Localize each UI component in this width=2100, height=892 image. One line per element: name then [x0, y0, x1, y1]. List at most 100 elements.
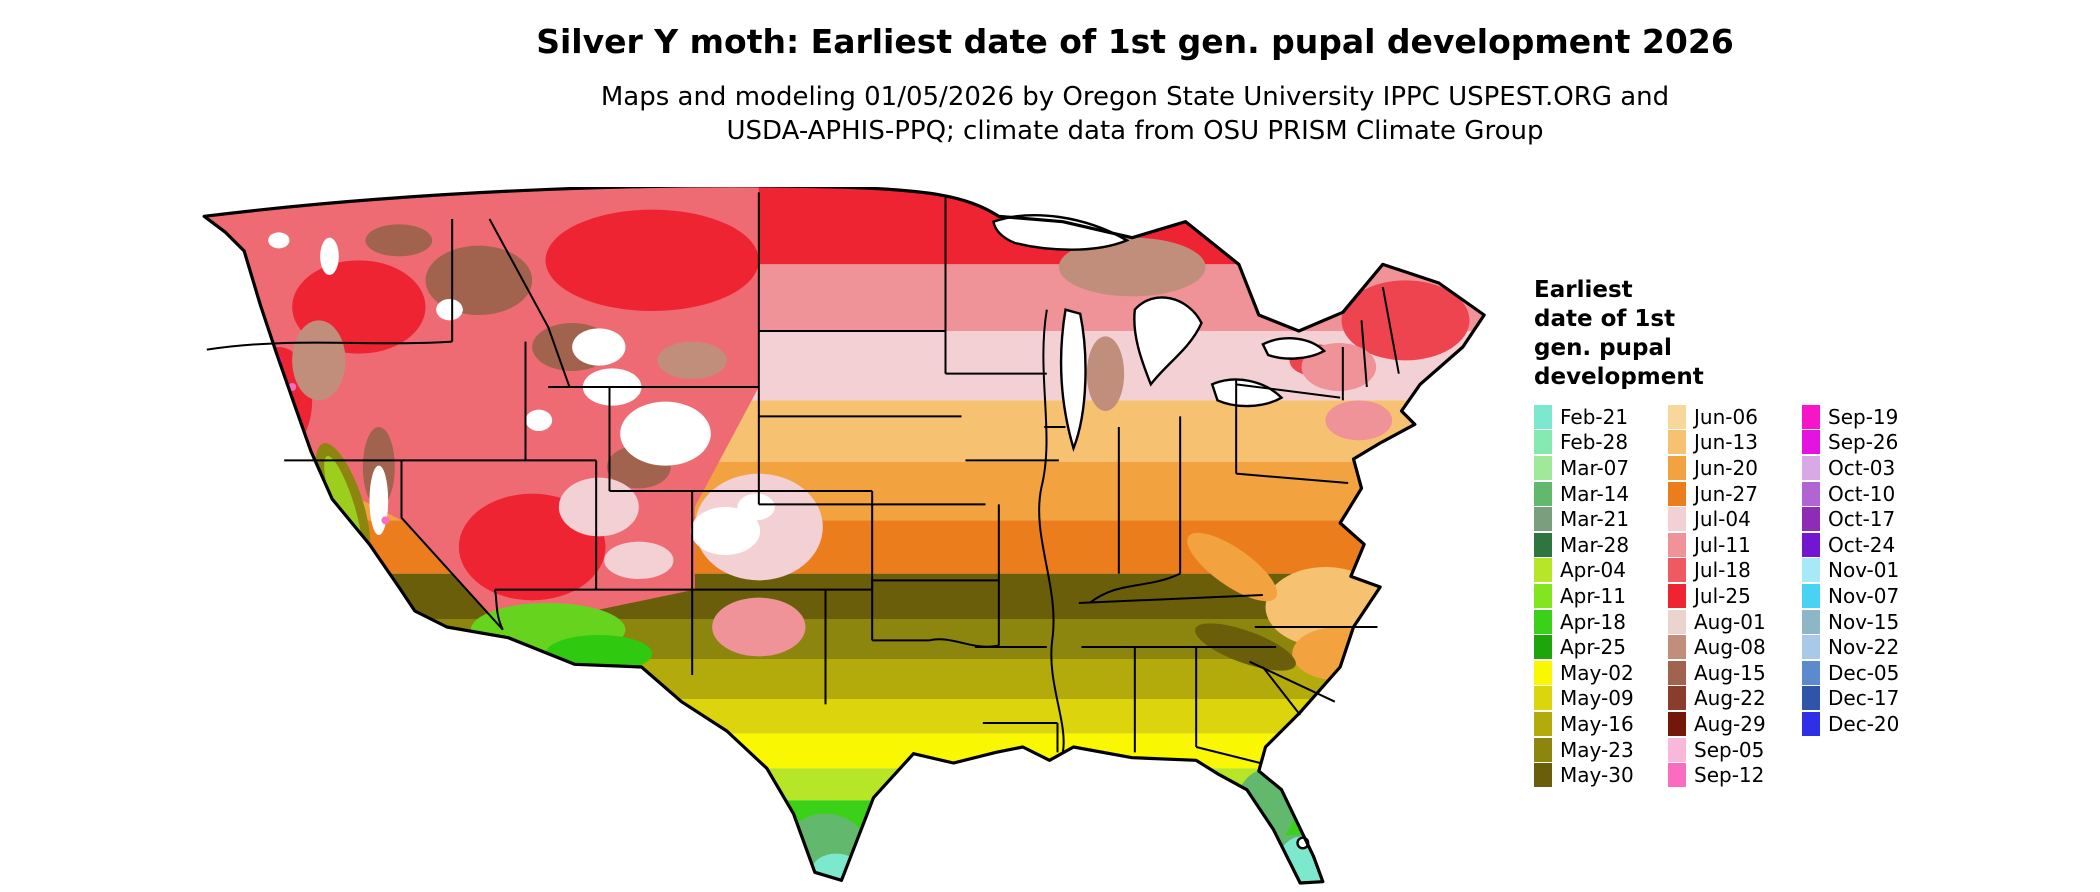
- map-band: [204, 768, 1485, 801]
- legend-entry: Aug-22: [1668, 686, 1802, 712]
- legend-entry: Dec-20: [1802, 711, 1899, 737]
- legend-label: Jun-20: [1694, 455, 1758, 480]
- legend-entry: Jun-27: [1668, 481, 1802, 507]
- legend-swatch: [1534, 635, 1552, 660]
- legend-entry: Sep-26: [1802, 430, 1899, 456]
- legend-entry: Apr-25: [1534, 634, 1668, 660]
- legend-title: Earliest date of 1st gen. pupal developm…: [1534, 276, 1899, 392]
- legend-swatch: [1534, 507, 1552, 532]
- legend-swatch: [1802, 430, 1820, 455]
- snow-patch: [320, 237, 339, 275]
- snow-patch: [436, 299, 463, 321]
- pink-speck: [381, 516, 390, 525]
- legend-label: Mar-07: [1560, 455, 1630, 480]
- legend-swatch: [1802, 404, 1820, 429]
- legend-entry: Apr-11: [1534, 583, 1668, 609]
- legend-swatch: [1802, 507, 1820, 532]
- legend-label: Jun-13: [1694, 430, 1758, 455]
- legend-label: May-09: [1560, 686, 1634, 711]
- legend-label: May-02: [1560, 660, 1634, 685]
- legend-label: Aug-15: [1694, 660, 1766, 685]
- nm-rose: [712, 597, 806, 657]
- us-outline: [202, 187, 1486, 885]
- legend-label: Mar-21: [1560, 507, 1630, 532]
- legend-swatch: [1802, 558, 1820, 583]
- new-england-red: [1341, 280, 1470, 361]
- pink-patch: [604, 541, 674, 579]
- snow-patch: [572, 328, 626, 366]
- legend-entry: Mar-21: [1534, 506, 1668, 532]
- legend-label: Jul-11: [1694, 532, 1751, 557]
- legend-swatch: [1802, 609, 1820, 634]
- legend-swatch: [1534, 609, 1552, 634]
- lake-superior: [992, 214, 1130, 251]
- subtitle-line-1: Maps and modeling 01/05/2026 by Oregon S…: [600, 82, 1670, 112]
- legend-title-line: Earliest: [1534, 277, 1633, 303]
- legend-swatch: [1668, 737, 1686, 762]
- page-title: Silver Y moth: Earliest date of 1st gen.…: [536, 22, 1734, 61]
- legend-label: Nov-01: [1828, 558, 1900, 583]
- legend-entry: May-30: [1534, 762, 1668, 788]
- legend-label: Jul-04: [1694, 507, 1751, 532]
- legend-entry: Mar-28: [1534, 532, 1668, 558]
- legend-label: Oct-03: [1828, 455, 1896, 480]
- legend-swatch: [1668, 660, 1686, 685]
- legend-entry: Jun-06: [1668, 404, 1802, 430]
- legend-entry: Oct-17: [1802, 506, 1899, 532]
- legend-label: Aug-08: [1694, 635, 1766, 660]
- lake-ontario: [1261, 337, 1327, 360]
- snow-patch: [525, 409, 553, 431]
- map-fill-layer: [204, 187, 1485, 884]
- legend-swatch: [1802, 635, 1820, 660]
- legend-swatch: [1534, 455, 1552, 480]
- legend-entry: Nov-07: [1802, 583, 1899, 609]
- legend-label: Jun-06: [1694, 404, 1758, 429]
- legend-label: Jul-18: [1694, 558, 1751, 583]
- legend-entry: Apr-04: [1534, 558, 1668, 584]
- legend-entry: Mar-07: [1534, 455, 1668, 481]
- legend-columns: Feb-21 Feb-28 Mar-07 Mar-14 Mar-21 Mar-28 Apr-…: [1534, 404, 1899, 788]
- legend-label: Sep-26: [1828, 430, 1899, 455]
- legend-swatch: [1668, 404, 1686, 429]
- legend-entry: Jun-13: [1668, 430, 1802, 456]
- legend-swatch: [1668, 635, 1686, 660]
- legend-label: Apr-18: [1560, 609, 1626, 634]
- legend-swatch: [1802, 532, 1820, 557]
- legend-swatch: [1668, 455, 1686, 480]
- state-borders: [206, 192, 1400, 764]
- red-patch: [545, 209, 759, 311]
- legend-label: Nov-07: [1828, 583, 1900, 608]
- legend-swatch: [1534, 404, 1552, 429]
- legend-label: May-30: [1560, 763, 1634, 788]
- legend-label: Aug-01: [1694, 609, 1766, 634]
- legend-swatch: [1668, 558, 1686, 583]
- legend-entry: Oct-03: [1802, 455, 1899, 481]
- snow-patch: [620, 401, 711, 466]
- great-lakes-tan: [1058, 237, 1206, 297]
- legend-label: Jun-27: [1694, 481, 1758, 506]
- legend-label: Feb-21: [1560, 404, 1629, 429]
- legend-entry: Jun-20: [1668, 455, 1802, 481]
- legend-swatch: [1668, 711, 1686, 736]
- legend-swatch: [1534, 558, 1552, 583]
- legend-swatch: [1668, 686, 1686, 711]
- legend-swatch: [1534, 711, 1552, 736]
- legend-swatch: [1668, 507, 1686, 532]
- coastal-carolina-orange: [1292, 627, 1386, 681]
- legend-swatch: [1802, 481, 1820, 506]
- legend-entry: Apr-18: [1534, 609, 1668, 635]
- legend-swatch: [1802, 660, 1820, 685]
- legend-entry: May-02: [1534, 660, 1668, 686]
- map-band: [204, 733, 1485, 769]
- legend-entry: Jul-25: [1668, 583, 1802, 609]
- legend-label: Oct-24: [1828, 532, 1896, 557]
- legend-label: Dec-20: [1828, 711, 1900, 736]
- legend-label: Mar-28: [1560, 532, 1630, 557]
- legend-label: Apr-25: [1560, 635, 1626, 660]
- legend-entry: May-16: [1534, 711, 1668, 737]
- legend-entry: May-23: [1534, 737, 1668, 763]
- pink-patch: [558, 477, 639, 537]
- legend-swatch: [1668, 532, 1686, 557]
- legend-entry: Oct-24: [1802, 532, 1899, 558]
- legend-swatch: [1668, 481, 1686, 506]
